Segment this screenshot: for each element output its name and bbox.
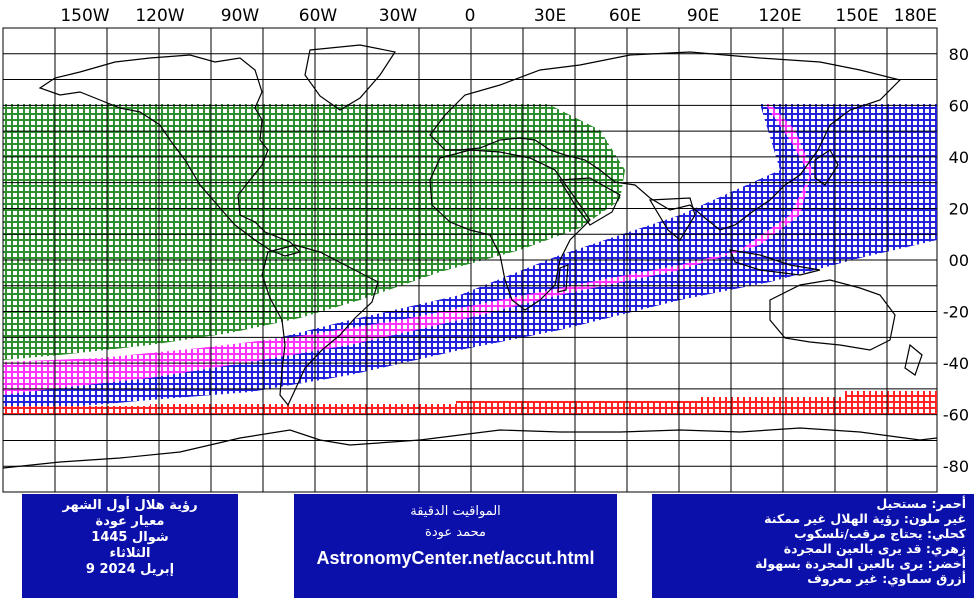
title-panel: رؤية هلال أول الشهر معيار عودة شوال 1445… [22, 494, 238, 598]
zone-magenta [3, 104, 812, 395]
lon-label: 60E [609, 6, 641, 26]
date-text: 9 إبريل 2024 [85, 562, 175, 577]
lon-label: 120W [135, 6, 184, 26]
latitude-labels: 80 60 40 20 00 -20 -40 -60 -80 [943, 45, 969, 476]
lat-lon-grid [2, 28, 937, 492]
lon-label: 150W [60, 6, 109, 26]
lat-label: -60 [943, 406, 969, 425]
longitude-labels: 150W 120W 90W 60W 30W 0 30E 60E 90E 120E 150E 180E [60, 6, 937, 26]
lat-label: 00 [949, 251, 969, 270]
legend-item-green: أخضر: يرى بالعين المجردة بسهولة [755, 556, 966, 571]
legend-item-red: أحمر: مستحيل [876, 496, 966, 511]
lat-label: 60 [949, 96, 969, 115]
legend-item-navy: كحلي: يحتاج مرقب/تلسكوب [794, 526, 966, 541]
lon-label: 60W [299, 6, 338, 26]
lon-label: 120E [758, 6, 801, 26]
legend-item-uncolored: غير ملون: رؤية الهلال غير ممكنة [764, 511, 966, 526]
zone-red [3, 391, 937, 414]
lon-label: 90E [687, 6, 719, 26]
lat-label: 80 [949, 45, 969, 64]
title-text: رؤية هلال أول الشهر [62, 498, 198, 513]
weekday-text: الثلاثاء [109, 546, 151, 561]
lat-label: -80 [943, 457, 969, 476]
coastlines [2, 44, 938, 469]
legend-item-skyblue: أزرق سماوي: غير معروف [807, 571, 966, 586]
legend-panel: أحمر: مستحيل غير ملون: رؤية الهلال غير م… [652, 494, 974, 598]
legend-item-pink: زهري: قد يرى بالعين المجردة [783, 541, 966, 556]
criterion-text: معيار عودة [95, 514, 165, 529]
world-visibility-map: 150W 120W 90W 60W 30W 0 30E 60E 90E 120E 150E 180E … [2, 6, 969, 493]
lon-label: 30E [534, 6, 566, 26]
exact-times-text: المواقيت الدقيقة [410, 504, 501, 519]
lon-label: 180E [894, 6, 937, 26]
lat-label: 20 [949, 199, 969, 218]
lat-label: -20 [943, 303, 969, 322]
lon-label: 90W [221, 6, 260, 26]
lon-label: 150E [835, 6, 878, 26]
month-text: شوال 1445 [91, 530, 169, 545]
lon-label: 30W [379, 6, 418, 26]
author-text: محمد عودة [425, 525, 486, 540]
lat-label: -40 [943, 354, 969, 373]
website-link[interactable]: AstronomyCenter.net/accut.html [316, 548, 595, 568]
credits-panel: المواقيت الدقيقة محمد عودة AstronomyCent… [294, 494, 617, 598]
lon-label: 0 [465, 6, 476, 26]
lat-label: 40 [949, 148, 969, 167]
